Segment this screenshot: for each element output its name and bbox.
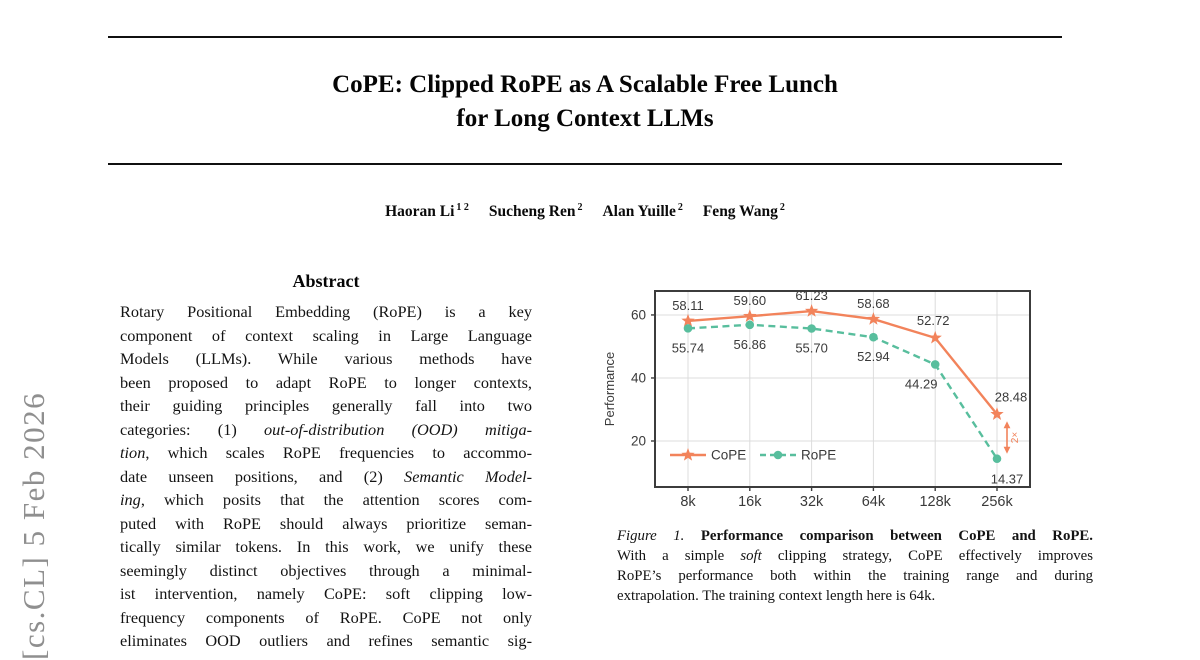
y-tick-label: 40 [631, 370, 646, 385]
arrow-up-icon [1003, 421, 1011, 429]
data-label: 56.86 [734, 337, 767, 352]
axis-ticks [651, 314, 998, 491]
text-line: been proposed to adapt RoPE to longer co… [120, 372, 532, 392]
paper-title-line1: CoPE: Clipped RoPE as A Scalable Free Lu… [332, 71, 838, 98]
x-tick-label: 256k [981, 494, 1013, 510]
gap-annotation-text: 2× [1010, 432, 1021, 444]
abstract-text: Rotary Positional Embedding (RoPE) is a … [120, 300, 532, 653]
star-marker [990, 407, 1004, 420]
data-label: 61.23 [795, 288, 828, 303]
circle-marker [683, 324, 693, 333]
series-rope: 55.74 56.86 55.70 52.94 44.29 14.37 [672, 320, 1024, 487]
author: Feng Wang 2 [702, 202, 785, 221]
chart-legend: CoPE RoPE [670, 448, 836, 463]
data-label: 58.11 [672, 298, 704, 313]
arxiv-watermark: [cs.CL] 5 Feb 2026 [16, 391, 51, 660]
circle-marker [930, 360, 940, 369]
star-marker [804, 304, 819, 317]
text-line: Models (LLMs). While various methods hav… [120, 349, 532, 368]
author-list: Haoran Li 1 2 Sucheng Ren 2 Alan Yuille 2 Feng… [108, 202, 1062, 221]
star-marker [681, 448, 695, 461]
legend-label: CoPE [711, 448, 746, 463]
y-tick-label: 60 [631, 307, 646, 322]
data-label: 52.72 [917, 313, 950, 328]
mid-rule [108, 163, 1062, 166]
data-label: 52.94 [857, 349, 890, 364]
text-line: seemingly distinct objectives through a … [120, 560, 532, 580]
data-label: 28.48 [995, 389, 1028, 404]
author: Haoran Li 1 2 [385, 202, 469, 221]
data-label: 14.37 [991, 472, 1024, 487]
text-line: date unseen positions, and (2) Semantic … [120, 466, 533, 486]
circle-marker [773, 450, 783, 460]
text-line: tion, which scales RoPE frequencies to a… [120, 443, 532, 462]
figure-1: 20 40 60 8k 16k 32k 64k 128k 256k Performance 58.1… [600, 276, 1045, 516]
series-cope: 58.11 59.60 61.23 58.68 52.72 28.48 [672, 288, 1027, 420]
author: Sucheng Ren 2 [488, 202, 583, 221]
x-tick-label: 8k [680, 494, 696, 510]
text-line: eliminates OOD outliers and refines sema… [120, 631, 532, 650]
circle-marker [807, 324, 816, 333]
star-marker [681, 313, 695, 327]
circle-marker [745, 320, 755, 330]
data-label: 55.74 [672, 340, 705, 355]
text-line: ing, which posits that the attention sco… [120, 490, 532, 509]
star-marker [743, 309, 757, 322]
text-line: With a simple soft clipping strategy, Co… [617, 548, 1093, 564]
performance-chart: 20 40 60 8k 16k 32k 64k 128k 256k Performance 58.1… [602, 288, 1031, 510]
paper-title: CoPE: Clipped RoPE as A Scalable Free Lu… [108, 68, 1062, 136]
figure-1-caption: Figure 1. Performance comparison between… [617, 526, 1093, 606]
text-line: their guiding principles generally fall … [120, 396, 532, 415]
text-line: Figure 1. Performance comparison between… [617, 528, 1093, 544]
x-tick-label: 128k [919, 494, 951, 510]
text-line: Rotary Positional Embedding (RoPE) is a … [120, 302, 532, 321]
y-tick-label: 20 [631, 433, 646, 448]
plot-frame [654, 290, 1031, 488]
star-marker [866, 312, 881, 325]
data-label: 59.60 [734, 293, 767, 308]
text-line: categories: (1) out-of-distribution (OOD… [120, 419, 533, 439]
author: Alan Yuille 2 [602, 202, 683, 221]
text-line: component of context scaling in Large La… [120, 325, 532, 345]
y-axis-label: Performance [602, 352, 617, 426]
paper-title-line2: for Long Context LLMs [456, 105, 714, 132]
abstract-heading: Abstract [292, 271, 360, 291]
text-line: RoPE’s performance both within the train… [617, 568, 1093, 584]
text-line: tically similar tokens. In this work, we… [120, 537, 532, 556]
legend-label: RoPE [801, 448, 836, 463]
arrow-down-icon [1003, 446, 1011, 454]
x-tick-label: 16k [738, 494, 762, 510]
x-tick-label: 64k [862, 494, 886, 510]
x-tick-label: 32k [800, 494, 824, 510]
data-label: 44.29 [905, 376, 938, 391]
gap-annotation: 2× [1003, 421, 1021, 454]
data-label: 55.70 [795, 340, 828, 355]
top-rule [108, 36, 1062, 39]
circle-marker [869, 332, 878, 342]
text-line: extrapolation. The training context leng… [617, 588, 936, 604]
text-line: frequency components of RoPE. CoPE not o… [120, 607, 532, 627]
star-marker [928, 330, 942, 344]
circle-marker [992, 454, 1002, 464]
data-label: 58.68 [857, 296, 890, 311]
text-line: puted with RoPE should always prioritize… [120, 513, 532, 533]
text-line: ist intervention, namely CoPE: soft clip… [120, 584, 532, 603]
